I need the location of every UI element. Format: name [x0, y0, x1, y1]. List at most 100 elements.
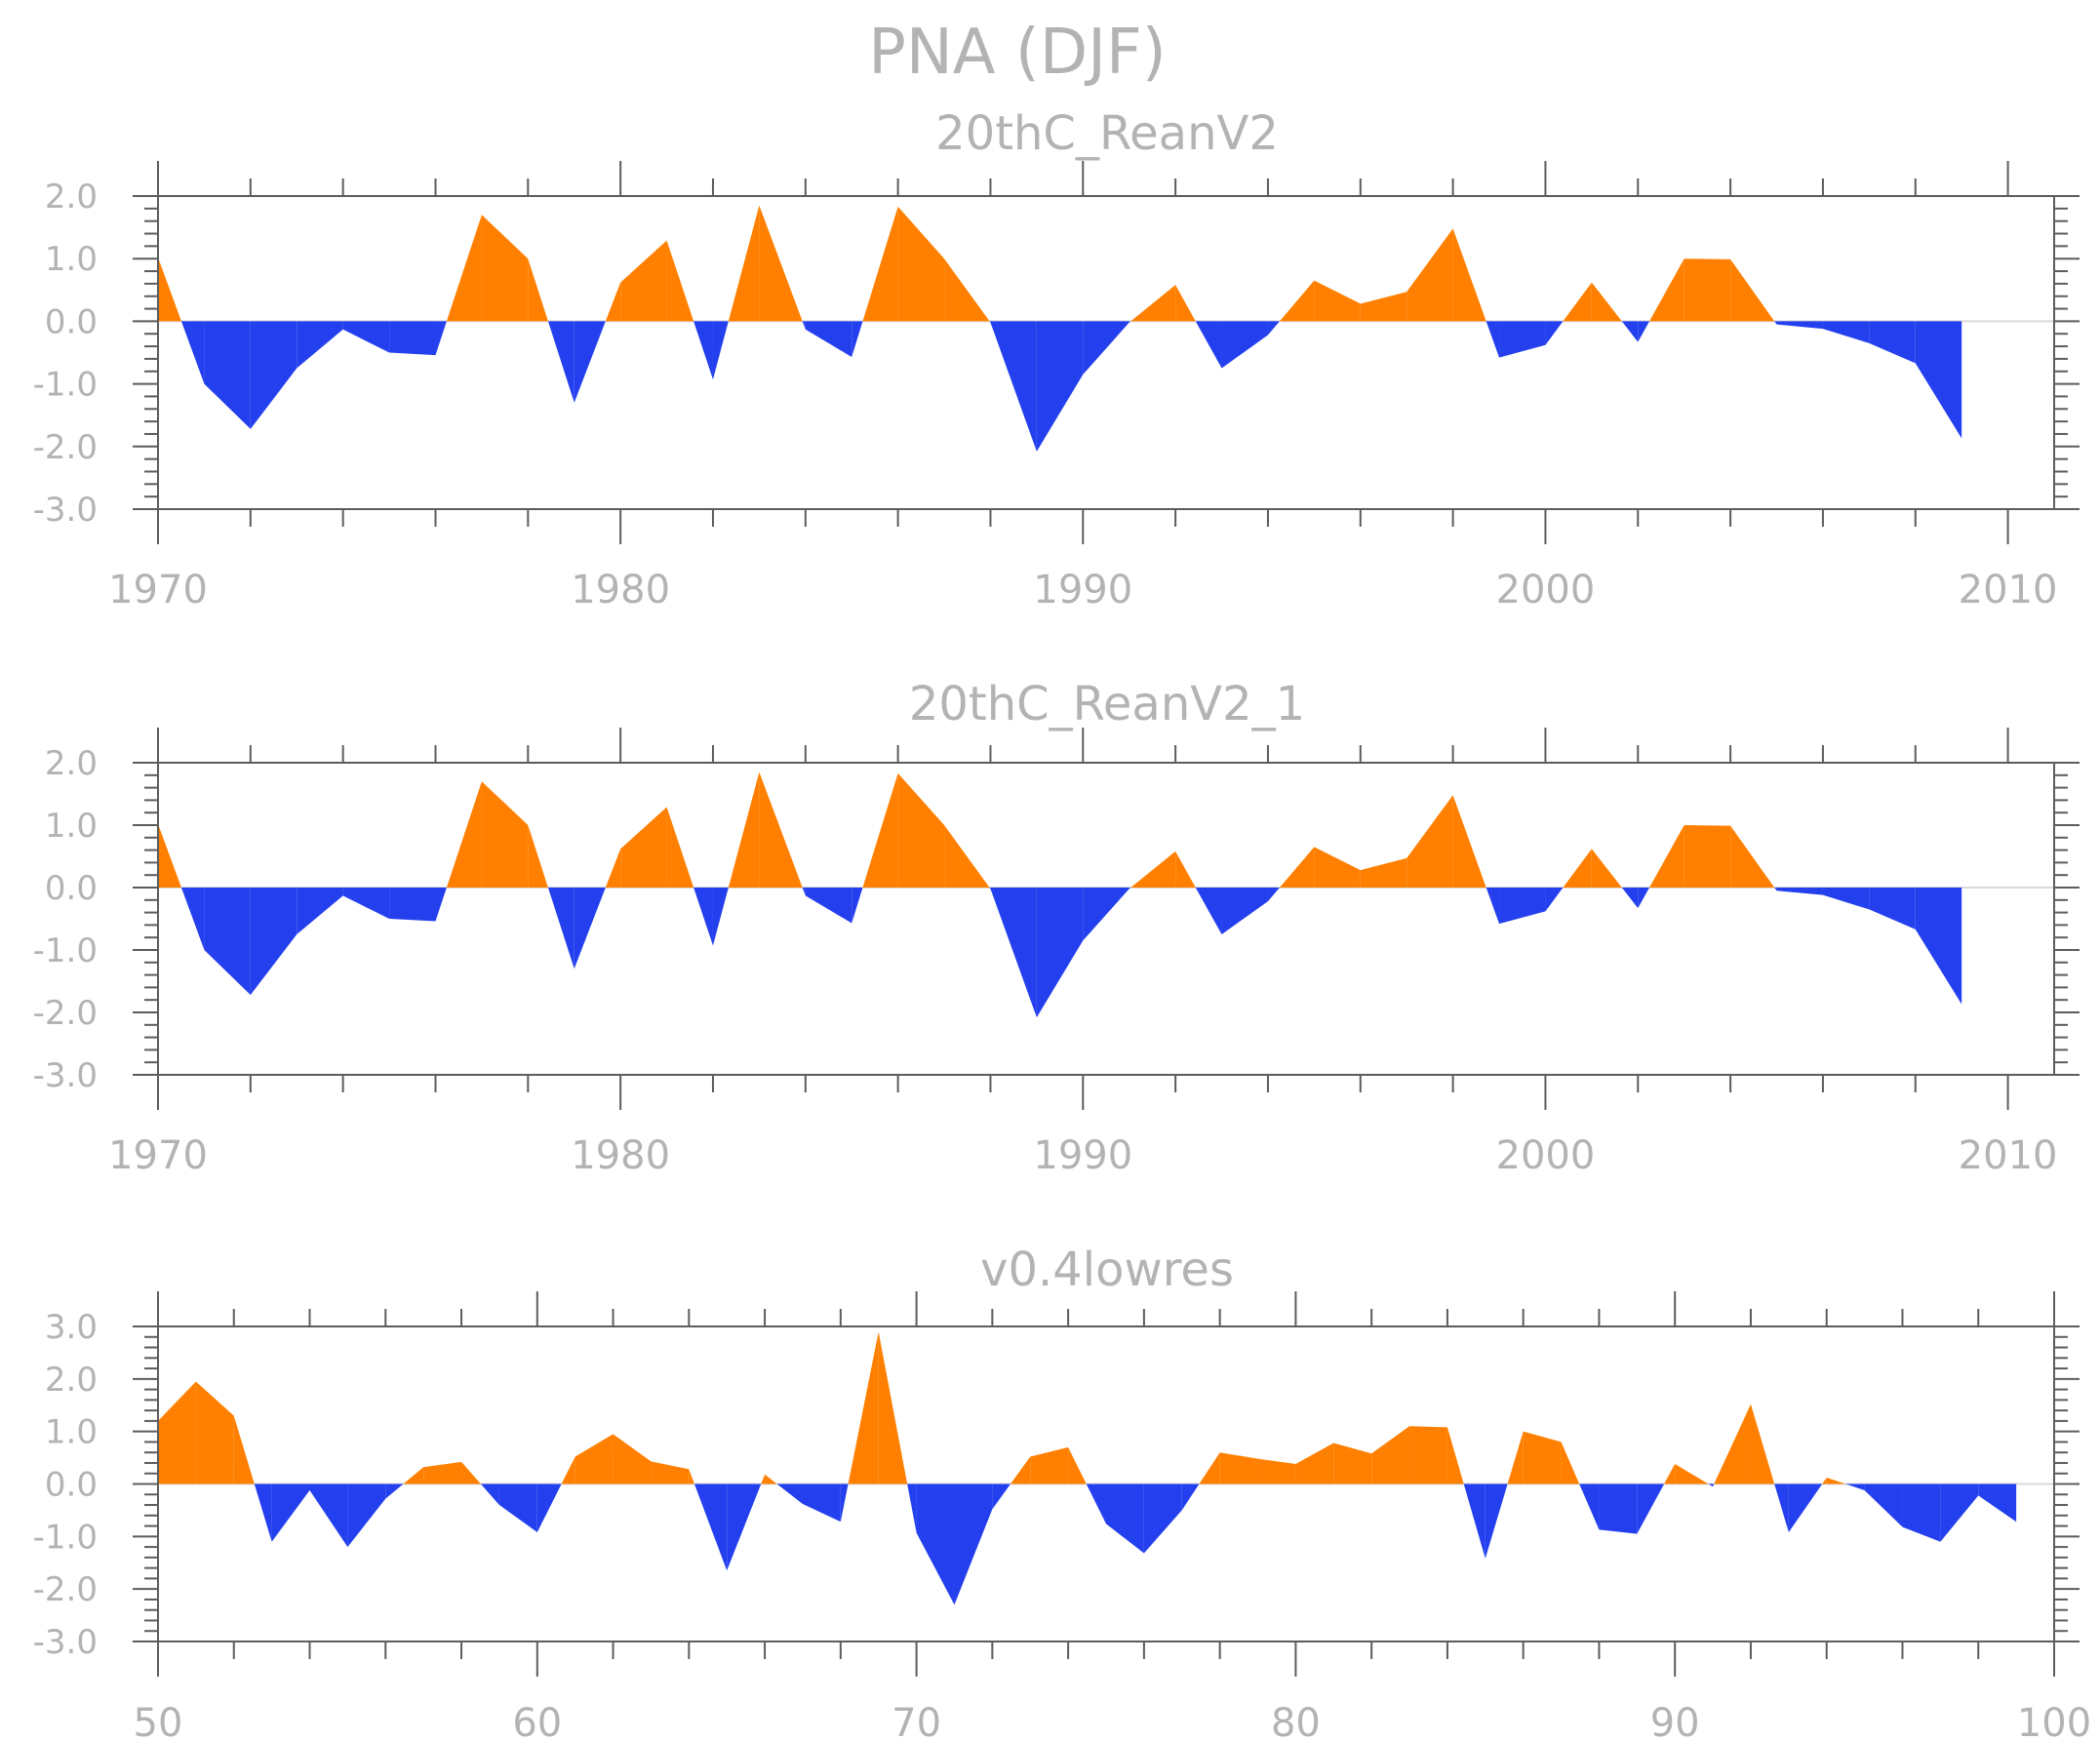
area-segment	[347, 1483, 386, 1548]
area-segment	[1750, 1404, 1775, 1484]
area-segment	[1407, 795, 1453, 888]
area-segment	[878, 1331, 908, 1484]
area-segment	[1295, 1443, 1334, 1484]
area-segment	[1221, 321, 1268, 369]
y-tick-label: 3.0	[45, 1308, 98, 1347]
area-segment	[916, 1483, 955, 1605]
area-segment	[435, 321, 447, 356]
area-segment	[536, 1483, 562, 1533]
area-segment	[1199, 1452, 1220, 1484]
x-tick-label: 100	[2017, 1701, 2091, 1740]
area-segment	[389, 321, 436, 356]
area-segment	[158, 257, 181, 322]
area-segment	[1864, 1483, 1903, 1527]
area-segment	[1181, 1483, 1200, 1511]
area-segment	[528, 258, 548, 322]
area-segment	[1822, 1478, 1827, 1484]
y-tick-label: 1.0	[45, 807, 98, 846]
x-tick-label: 1970	[108, 568, 208, 613]
area-segment	[759, 205, 803, 322]
panel-1: 20thC_ReanV2 2.0 1.0 0.0 -1.0 -2.0 -3.0 1970 198…	[33, 106, 2080, 613]
area-segment	[852, 888, 863, 924]
area-segment	[802, 321, 806, 330]
area-segment	[1675, 1464, 1709, 1484]
area-segment	[1036, 321, 1084, 452]
area-segment	[954, 1483, 993, 1605]
area-segment	[712, 888, 729, 946]
area-segment	[1940, 1483, 1979, 1542]
area-segment	[1360, 857, 1407, 888]
area-segment	[1664, 1464, 1676, 1484]
area-segment	[1486, 321, 1500, 358]
area-segment	[990, 888, 1037, 1018]
area-segment	[1499, 888, 1546, 925]
area-segment	[1826, 1478, 1846, 1484]
area-segment	[1030, 1446, 1069, 1484]
area-segment	[1129, 321, 1131, 323]
panel-2: 20thC_ReanV2_1 2.0 1.0 0.0 -1.0 -2.0 -3.0 1970 1…	[33, 677, 2080, 1178]
area-segment	[852, 321, 863, 357]
area-segment	[1010, 1456, 1031, 1484]
area-segment	[1086, 1483, 1106, 1524]
area-segment	[1638, 888, 1650, 909]
y-tick-label: 0.0	[45, 302, 98, 341]
area-segment	[761, 1474, 766, 1484]
area-segment	[1219, 1452, 1258, 1484]
area-segment	[620, 807, 667, 888]
y-tick-label: 2.0	[45, 744, 98, 783]
area-segment	[1774, 1483, 1789, 1533]
area-segment	[1083, 888, 1129, 941]
area-segment	[480, 1483, 499, 1506]
y-tick-label: 1.0	[45, 240, 98, 279]
area-segment	[547, 888, 575, 969]
area-segment	[1463, 1483, 1486, 1559]
area-segment	[423, 1461, 462, 1484]
y-tick-label: -3.0	[33, 491, 98, 530]
area-segment	[840, 1483, 849, 1522]
figure-title: PNA (DJF)	[868, 17, 1167, 89]
area-segment	[1314, 280, 1361, 322]
x-tick-label: 70	[892, 1701, 941, 1740]
area-segment	[605, 282, 621, 322]
area-segment	[765, 1474, 777, 1484]
area-segment	[728, 771, 760, 888]
area-segment	[1869, 321, 1916, 364]
area-segment	[547, 321, 575, 403]
area-segment	[1036, 888, 1084, 1018]
area-segment	[250, 321, 297, 429]
area-segment	[805, 321, 852, 357]
area-segment	[1314, 847, 1361, 888]
area-segment	[862, 772, 898, 888]
x-tick-label: 1980	[571, 1133, 670, 1178]
area-segment	[1333, 1443, 1372, 1484]
area-segment	[574, 888, 606, 969]
area-segment	[605, 849, 621, 888]
area-segment	[728, 205, 760, 322]
panel-subtitle: 20thC_ReanV2	[935, 106, 1279, 161]
area-segment	[1545, 321, 1564, 345]
y-tick-label: -1.0	[33, 931, 98, 970]
y-tick-label: -2.0	[33, 1570, 98, 1609]
panel-subtitle: v0.4lowres	[980, 1243, 1234, 1297]
y-tick-label: 1.0	[45, 1413, 98, 1452]
area-segment	[1713, 1483, 1715, 1487]
area-segment	[195, 1381, 234, 1484]
area-segment	[1599, 1483, 1638, 1534]
area-segment	[1714, 1404, 1751, 1484]
area-segment	[1621, 888, 1639, 909]
area-segment	[385, 1483, 404, 1499]
area-segment	[1776, 888, 1823, 895]
area-segment	[1267, 888, 1280, 902]
area-segment	[498, 1483, 537, 1533]
series-fill	[158, 771, 1962, 1018]
area-segment	[446, 215, 482, 322]
area-segment	[1279, 847, 1315, 888]
area-segment	[1649, 258, 1684, 322]
area-segment	[1409, 1426, 1447, 1484]
area-segment	[1175, 285, 1196, 322]
area-segment	[862, 206, 898, 322]
y-tick-label: -2.0	[33, 994, 98, 1033]
area-segment	[1452, 228, 1486, 322]
area-segment	[1545, 888, 1564, 912]
area-segment	[759, 771, 803, 888]
